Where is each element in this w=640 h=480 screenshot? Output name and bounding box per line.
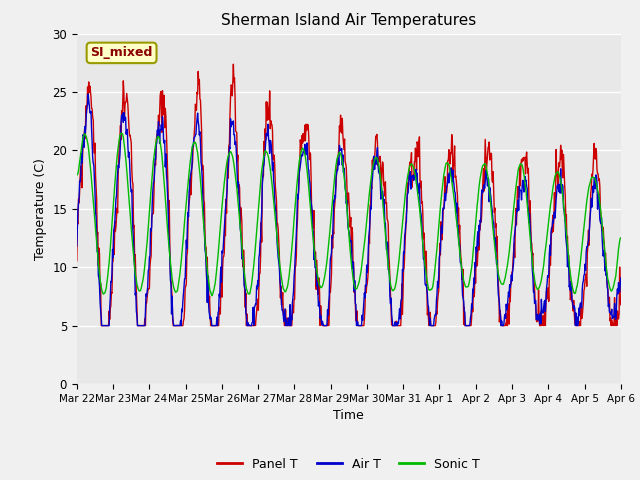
Legend: Panel T, Air T, Sonic T: Panel T, Air T, Sonic T [212,453,485,476]
Y-axis label: Temperature (C): Temperature (C) [34,158,47,260]
Title: Sherman Island Air Temperatures: Sherman Island Air Temperatures [221,13,476,28]
X-axis label: Time: Time [333,409,364,422]
Text: SI_mixed: SI_mixed [90,47,153,60]
